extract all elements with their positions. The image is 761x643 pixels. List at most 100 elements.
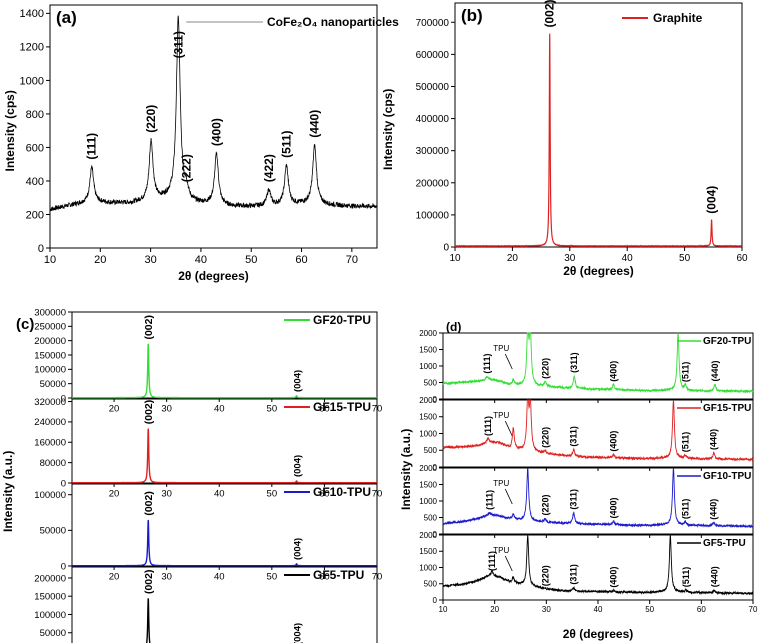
series-line-c-3 xyxy=(146,598,151,643)
peak-label-b-1: (004) xyxy=(705,186,719,214)
y-tick-label-c0-5: 250000 xyxy=(34,322,66,333)
x-tick-label-a-4: 50 xyxy=(245,254,257,266)
legend-text-a: CoFe₂O₄ nanoparticles xyxy=(267,15,399,29)
x-axis-label-b: 2θ (degrees) xyxy=(563,264,634,278)
series-line-d-3 xyxy=(442,534,754,596)
x-axis-label-a: 2θ (degrees) xyxy=(178,269,249,283)
x-tick-label-c1-4: 60 xyxy=(319,489,330,500)
peak-label-d-0-5: (311) xyxy=(569,352,579,373)
x-tick-label-c1-0: 20 xyxy=(109,489,120,500)
y-tick-label-d0-1: 500 xyxy=(424,378,438,387)
y-tick-label-b-2: 200000 xyxy=(416,178,450,189)
legend-text-c-2: GF10-TPU xyxy=(313,485,371,499)
x-tick-label-c0-1: 30 xyxy=(161,404,172,415)
tpu-arrow-d-3 xyxy=(504,555,513,572)
series-line-a xyxy=(49,15,378,212)
y-tick-label-a-5: 1000 xyxy=(20,75,44,87)
peak-label-d-3-7: (511) xyxy=(681,567,691,588)
peak-label-d-0-8: (511) xyxy=(680,362,690,383)
x-tick-label-b-5: 60 xyxy=(736,253,748,264)
x-tick-label-d3-4: 50 xyxy=(645,605,654,614)
y-tick-label-a-2: 400 xyxy=(26,176,44,188)
axes-d1: 0 500 1000 1500 2000 (111)TPU (220) (311) (400) (… xyxy=(419,396,754,472)
legend-text-d-3: GF5-TPU xyxy=(703,538,746,549)
tpu-label-d-2: TPU xyxy=(493,479,509,488)
y-tick-label-d0-4: 2000 xyxy=(419,329,437,338)
peak-label-d-1-8: (511) xyxy=(680,432,690,453)
y-tick-label-b-0: 0 xyxy=(443,243,449,254)
x-tick-label-b-2: 30 xyxy=(564,253,576,264)
peak-label-a-4: (400) xyxy=(210,118,224,146)
series-line-d-2 xyxy=(442,467,754,529)
y-tick-label-d2-1: 500 xyxy=(424,513,438,522)
y-tick-label-d1-3: 1500 xyxy=(419,413,437,422)
y-tick-label-d2-4: 2000 xyxy=(419,464,437,473)
peak-label-d-2-7: (511) xyxy=(680,499,690,520)
peak-label-d-3-5: (400) xyxy=(609,567,619,588)
x-tick-label-b-4: 50 xyxy=(679,253,691,264)
peak-label-d-2-8: (440) xyxy=(709,499,719,520)
x-tick-label-a-3: 40 xyxy=(195,254,207,266)
y-tick-label-d0-2: 1000 xyxy=(419,362,437,371)
legend-text-c-3: GF5-TPU xyxy=(313,568,364,582)
x-tick-label-d3-0: 10 xyxy=(439,605,448,614)
panel-label-a: (a) xyxy=(56,8,77,27)
y-tick-label-d0-0: 0 xyxy=(433,395,438,404)
series-line-b xyxy=(454,33,743,248)
y-tick-label-d2-2: 1000 xyxy=(419,497,437,506)
x-tick-label-d3-3: 40 xyxy=(594,605,603,614)
peak-label-a-3: (222) xyxy=(179,154,193,182)
x-tick-label-c2-2: 40 xyxy=(214,572,225,583)
peak-label-d-2-4: (311) xyxy=(569,489,579,510)
peak-label-a-7: (440) xyxy=(308,110,322,138)
peak-label-d-1-5: (311) xyxy=(569,426,579,447)
y-tick-label-a-4: 800 xyxy=(26,109,44,121)
x-tick-label-d3-5: 60 xyxy=(697,605,706,614)
y-tick-label-a-1: 200 xyxy=(26,209,44,221)
x-tick-label-c0-4: 60 xyxy=(319,404,330,415)
peak-label-c-2-1: (004) xyxy=(293,538,304,560)
axes-a: 0 200 400 600 800 1000 1200 1400 10 20 30 40 50 60 70 (… xyxy=(3,4,399,283)
peak-label-a-5: (422) xyxy=(262,154,276,182)
peak-label-c-0-1: (004) xyxy=(293,370,304,392)
y-tick-label-c3-1: 50000 xyxy=(40,628,66,639)
axes-d2: 0 500 1000 1500 2000 (111) TPU (220) (311) (400) (… xyxy=(419,464,754,539)
panel-label-c: (c) xyxy=(16,316,34,333)
y-tick-label-d3-0: 0 xyxy=(433,596,438,605)
peak-label-d-2-5: (400) xyxy=(609,497,619,518)
tpu-arrow-d-2 xyxy=(504,488,513,505)
x-tick-label-b-0: 10 xyxy=(449,253,461,264)
y-tick-label-a-3: 600 xyxy=(26,142,44,154)
y-tick-label-d3-1: 500 xyxy=(424,580,438,589)
y-tick-label-d3-2: 1000 xyxy=(419,563,437,572)
x-tick-label-c1-1: 30 xyxy=(161,489,172,500)
y-tick-label-c0-1: 50000 xyxy=(40,379,66,390)
peak-label-d-0-4: (220) xyxy=(540,358,550,379)
x-tick-label-b-3: 40 xyxy=(622,253,634,264)
y-tick-label-d2-3: 1500 xyxy=(419,480,437,489)
y-tick-label-d0-3: 1500 xyxy=(419,345,437,354)
panel-label-b: (b) xyxy=(461,6,483,25)
y-tick-label-c0-4: 200000 xyxy=(34,336,66,347)
peak-label-a-2: (311) xyxy=(171,31,185,58)
y-tick-label-d3-4: 2000 xyxy=(419,531,437,540)
x-axis-label-d: 2θ (degrees) xyxy=(563,627,634,641)
x-tick-label-c2-0: 20 xyxy=(109,572,120,583)
y-tick-label-a-7: 1400 xyxy=(20,8,44,20)
peak-label-d-1-6: (400) xyxy=(609,431,619,452)
series-line-c-0 xyxy=(72,343,377,399)
peak-label-d-0-9: (440) xyxy=(710,360,720,381)
y-tick-label-c0-6: 300000 xyxy=(34,307,66,318)
peak-label-d-3-0: (111) xyxy=(487,551,497,571)
peak-label-c-0-0: (002) xyxy=(143,315,155,340)
peak-label-a-6: (511) xyxy=(279,131,293,158)
peak-label-c-3-1: (004) xyxy=(293,623,304,643)
legend-text-d-0: GF20-TPU xyxy=(703,336,751,347)
tpu-arrow-d-0 xyxy=(504,353,513,370)
y-tick-label-c0-3: 150000 xyxy=(34,350,66,361)
y-axis-label-a: Intensity (cps) xyxy=(3,90,17,171)
series-line-c-2 xyxy=(72,519,377,567)
x-tick-label-c0-0: 20 xyxy=(109,404,120,415)
peak-label-a-1: (220) xyxy=(144,105,158,133)
